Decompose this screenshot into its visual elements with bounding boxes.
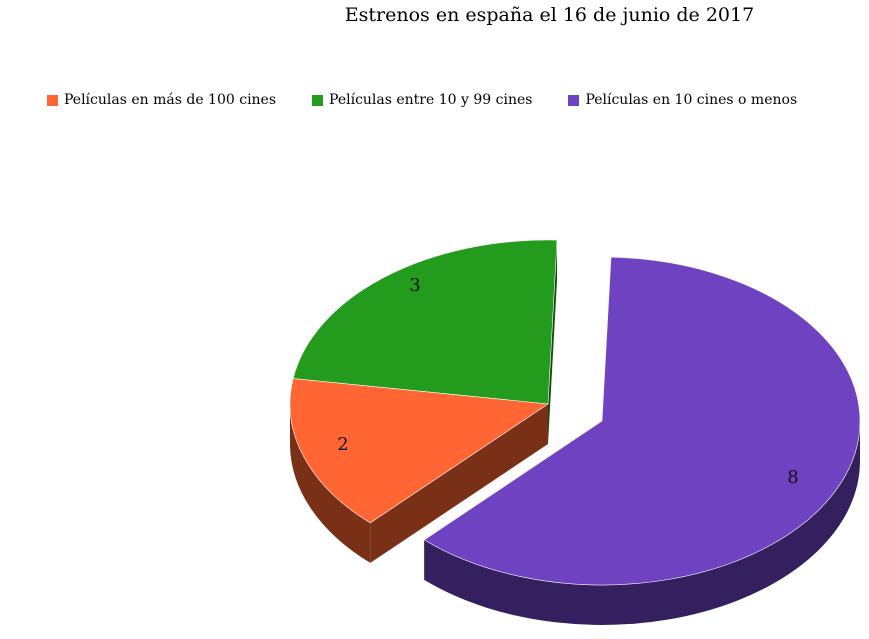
legend-label-more-100: Películas en más de 100 cines bbox=[64, 92, 277, 108]
slice-side-10-or-less bbox=[424, 421, 860, 625]
legend-label-10-99: Películas entre 10 y 99 cines bbox=[329, 92, 533, 108]
legend-item-more-100[interactable]: Películas en más de 100 cines bbox=[47, 92, 276, 108]
legend-swatch-10-99 bbox=[312, 94, 324, 106]
slice-side-more-100 bbox=[290, 404, 371, 563]
slice-10-99[interactable] bbox=[292, 239, 558, 405]
data-label-10-99: 3 bbox=[409, 275, 420, 296]
slice-more-100[interactable] bbox=[289, 378, 549, 524]
legend-swatch-10-or-less bbox=[568, 94, 580, 106]
chart-title: Estrenos en españa el 16 de junio de 201… bbox=[344, 4, 755, 26]
data-label-more-100: 2 bbox=[337, 434, 348, 455]
legend-item-10-or-less[interactable]: Películas en 10 cines o menos bbox=[568, 92, 797, 108]
slice-wall-end-10-99 bbox=[548, 240, 558, 444]
legend-label-10-or-less: Películas en 10 cines o menos bbox=[585, 92, 798, 108]
slice-10-or-less[interactable] bbox=[423, 256, 861, 586]
legend-item-10-99[interactable]: Películas entre 10 y 99 cines bbox=[312, 92, 532, 108]
slice-wall-start-more-100 bbox=[370, 404, 548, 563]
legend-swatch-more-100 bbox=[47, 94, 58, 106]
legend: Películas en más de 100 cines Películas … bbox=[47, 92, 797, 108]
data-label-10-or-less: 8 bbox=[787, 467, 798, 488]
